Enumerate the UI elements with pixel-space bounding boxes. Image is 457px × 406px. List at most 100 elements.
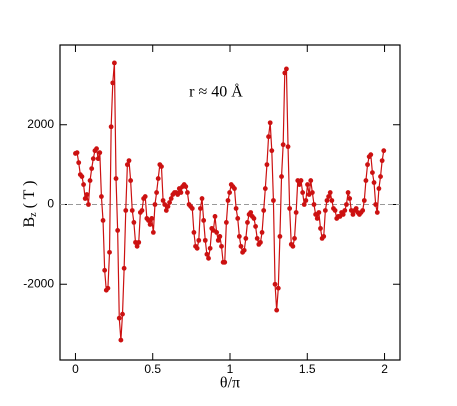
data-point [326, 194, 331, 199]
data-point [87, 178, 93, 183]
data-point [196, 237, 202, 243]
data-point [350, 212, 356, 217]
data-point [159, 164, 164, 170]
data-point [124, 162, 130, 168]
data-point [149, 216, 155, 221]
data-point [165, 204, 171, 209]
data-point [139, 208, 145, 213]
data-point [202, 237, 208, 243]
data-point [129, 208, 135, 213]
data-point [266, 134, 271, 140]
data-point [131, 220, 137, 225]
data-point [361, 198, 367, 203]
data-point [152, 202, 158, 207]
data-point [235, 216, 241, 221]
data-point [376, 186, 382, 191]
data-point [183, 184, 189, 189]
data-point [353, 206, 359, 211]
y-tick-label: -2000 [23, 276, 54, 290]
data-point [147, 222, 153, 227]
data-point [150, 230, 156, 235]
data-point [168, 196, 174, 201]
data-point [113, 176, 119, 181]
data-point [269, 148, 275, 154]
x-axis-label: θ/π [220, 375, 240, 392]
data-point [322, 208, 328, 213]
x-tick-label: 1.5 [299, 362, 316, 376]
data-point [296, 182, 302, 187]
data-point [142, 194, 148, 199]
data-point [267, 120, 273, 126]
data-point [86, 202, 91, 207]
data-point [243, 235, 249, 241]
x-tick-label: 0.5 [144, 362, 161, 376]
data-point [280, 142, 286, 148]
data-point [155, 176, 161, 181]
data-point [324, 198, 330, 203]
data-point [225, 198, 231, 203]
y-tick-label: 0 [47, 197, 54, 211]
data-point [287, 206, 293, 211]
data-point [191, 230, 197, 235]
data-point [360, 208, 366, 213]
data-point [309, 190, 315, 195]
data-point [381, 148, 387, 154]
x-tick-label: 1 [227, 362, 234, 376]
data-point [259, 230, 265, 235]
data-point [316, 210, 322, 215]
data-point [272, 281, 278, 287]
data-point [178, 190, 184, 195]
data-point [212, 214, 218, 219]
data-point [342, 208, 348, 213]
data-point [76, 160, 82, 166]
data-point [311, 202, 317, 207]
data-point [282, 70, 288, 76]
data-point [128, 178, 134, 183]
data-point [303, 198, 309, 203]
data-point [102, 267, 108, 273]
data-point [97, 150, 103, 156]
annotation: r ≈ 40 Å [189, 83, 243, 101]
data-point [293, 210, 299, 215]
data-point [368, 152, 374, 158]
data-point [206, 255, 211, 261]
data-point [201, 218, 207, 223]
y-label-main: B [21, 217, 38, 228]
data-point [274, 307, 280, 313]
data-point [79, 174, 85, 179]
data-point [233, 206, 239, 211]
data-point [332, 208, 338, 213]
data-point [198, 206, 203, 211]
data-point [340, 212, 346, 217]
data-point [154, 190, 159, 195]
data-point [207, 245, 213, 251]
data-point [365, 162, 370, 168]
data-point [215, 237, 221, 243]
data-point [371, 180, 377, 185]
data-point [275, 285, 281, 291]
data-point [374, 210, 380, 215]
data-point [115, 228, 121, 233]
data-point [345, 190, 351, 195]
data-point [232, 186, 237, 191]
data-point [217, 233, 223, 239]
data-point [74, 150, 80, 156]
data-point [238, 243, 244, 249]
data-point [292, 235, 297, 241]
data-point [251, 216, 257, 221]
data-point [136, 239, 142, 245]
data-point [378, 174, 383, 179]
data-point [314, 216, 320, 221]
data-point [300, 190, 306, 195]
x-tick-label: 2 [381, 362, 388, 376]
data-point [258, 239, 263, 245]
data-point [347, 196, 353, 201]
data-point [116, 315, 122, 321]
data-point [134, 243, 140, 249]
data-point [126, 158, 132, 164]
data-point [81, 182, 86, 187]
data-point [253, 224, 258, 229]
data-point [321, 233, 327, 239]
data-point [84, 192, 90, 197]
y-label-sub: z [28, 212, 39, 217]
